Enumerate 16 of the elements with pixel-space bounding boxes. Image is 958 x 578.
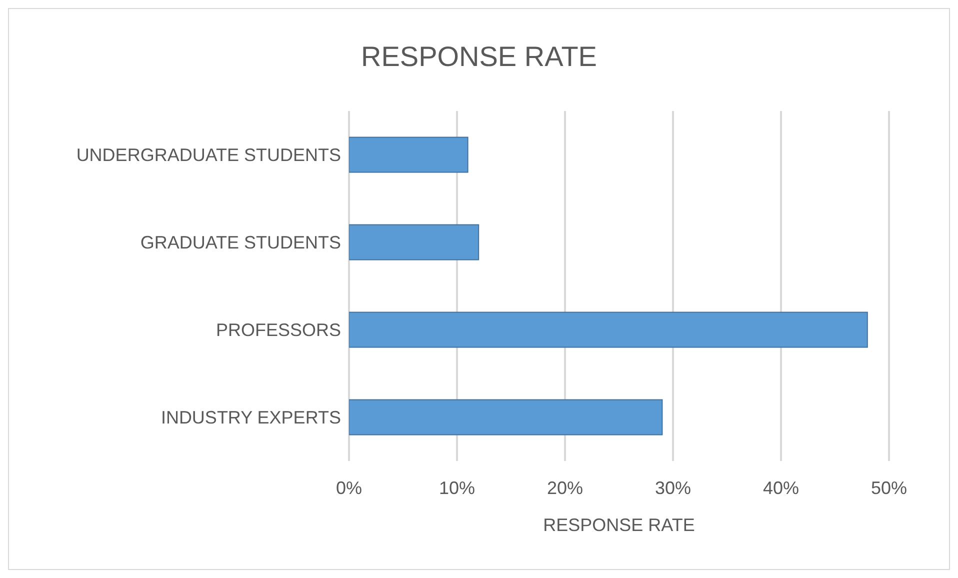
bar [349,224,480,260]
y-tick-label: GRADUATE STUDENTS [140,232,341,253]
x-tick-label: 40% [762,478,800,498]
x-tick-label: 10% [438,478,476,498]
x-tick-label: 50% [870,478,908,498]
x-tick-label: 20% [546,478,584,498]
y-tick-label: UNDERGRADUATE STUDENTS [76,145,341,166]
chart-title: RESPONSE RATE [360,41,598,74]
x-tick-label: 30% [654,478,692,498]
bar [349,136,468,173]
y-tick-label: PROFESSORS [216,320,341,340]
x-axis-title: RESPONSE RATE [543,515,695,535]
bar [349,399,663,436]
x-tick-label: 0% [336,478,362,498]
bar [349,312,868,348]
y-tick-label: INDUSTRY EXPERTS [160,408,341,428]
